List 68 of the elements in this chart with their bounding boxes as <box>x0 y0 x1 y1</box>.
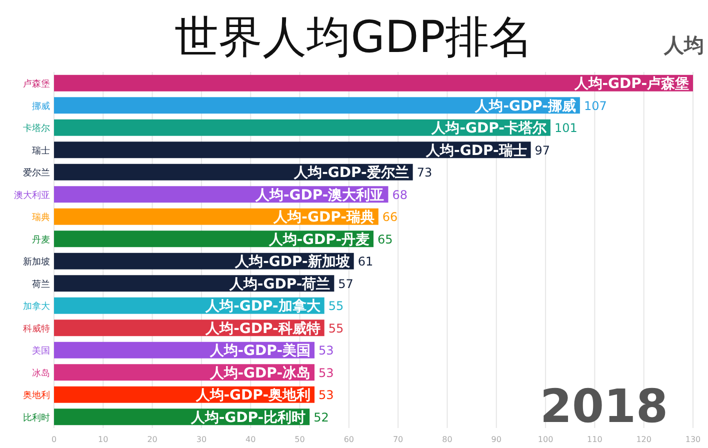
bar <box>54 97 580 114</box>
x-tick-label: 50 <box>294 435 305 444</box>
y-tick-label: 卢森堡 <box>23 78 50 90</box>
y-tick-label: 爱尔兰 <box>23 168 50 179</box>
y-tick-label: 比利时 <box>23 412 50 424</box>
x-tick-label: 90 <box>491 435 502 444</box>
annotation: 人均-GDP-新加坡 <box>234 253 351 270</box>
annotation: 人均-GDP-爱尔兰 <box>293 164 409 182</box>
x-tick-label: 100 <box>538 435 554 444</box>
data-label: 65 <box>378 232 393 246</box>
bar <box>54 119 550 136</box>
data-label: 66 <box>382 210 398 224</box>
y-tick-label: 丹麦 <box>32 234 50 246</box>
x-tick-label: 80 <box>442 435 452 444</box>
data-label: 53 <box>318 344 334 358</box>
y-tick-label: 加拿大 <box>23 301 50 312</box>
annotation: 人均-GDP-澳大利亚 <box>254 187 384 204</box>
y-tick-label: 美国 <box>32 346 50 357</box>
y-tick-label: 挪威 <box>32 100 50 112</box>
data-label: 61 <box>358 254 374 269</box>
annotation: 人均-GDP-比利时 <box>190 410 306 426</box>
y-tick-label: 新加坡 <box>23 256 50 268</box>
data-label: 57 <box>338 276 354 291</box>
annotation: 人均-GDP-荷兰 <box>228 275 330 292</box>
data-label: 53 <box>318 388 334 402</box>
data-label: 97 <box>534 143 550 158</box>
annotation: 人均-GDP-奥地利 <box>194 388 311 404</box>
annotation: 人均-GDP-美国 <box>208 342 311 360</box>
y-tick-label: 澳大利亚 <box>14 190 50 201</box>
y-tick-label: 荷兰 <box>32 278 50 290</box>
data-label: 73 <box>416 166 432 180</box>
data-label: 107 <box>584 98 607 113</box>
annotation: 2018 <box>540 379 668 433</box>
annotation: 人均-GDP-卡塔尔 <box>430 120 548 137</box>
x-tick-label: 20 <box>147 435 158 444</box>
x-tick-label: 10 <box>98 435 108 444</box>
chart-title: 世界人均GDP排名 <box>174 12 534 63</box>
y-tick-label: 瑞典 <box>32 212 50 224</box>
data-label: 55 <box>328 321 344 336</box>
chart-subtitle: 人均 <box>663 33 704 57</box>
annotation: 人均-GDP-冰岛 <box>208 365 311 382</box>
data-label: 53 <box>318 366 334 380</box>
annotation: 人均-GDP-科威特 <box>204 320 320 337</box>
x-tick-label: 60 <box>344 435 354 444</box>
y-tick-label: 卡塔尔 <box>23 123 50 134</box>
annotation: 人均-GDP-卢森堡 <box>573 76 689 92</box>
annotation: 人均-GDP-挪威 <box>474 98 576 114</box>
x-tick-label: 120 <box>636 435 652 444</box>
x-tick-label: 30 <box>196 435 207 444</box>
annotation: 人均-GDP-加拿大 <box>204 298 322 315</box>
annotation: 人均-GDP-丹麦 <box>268 232 370 248</box>
data-label: 52 <box>314 410 329 424</box>
x-tick-label: 110 <box>587 435 602 444</box>
bar <box>54 74 693 92</box>
x-tick-label: 130 <box>685 435 701 444</box>
x-tick-label: 40 <box>246 435 256 444</box>
y-tick-label: 冰岛 <box>32 368 50 379</box>
y-tick-label: 瑞士 <box>32 145 50 156</box>
bar <box>54 142 531 158</box>
x-tick-label: 70 <box>392 435 404 444</box>
annotation: 人均-GDP-瑞典 <box>272 210 374 226</box>
annotation: 人均-GDP-瑞士 <box>425 142 527 159</box>
data-label: 55 <box>328 299 344 314</box>
x-tick-label: 0 <box>51 435 57 444</box>
y-tick-label: 科威特 <box>23 323 50 334</box>
data-label: 68 <box>392 188 408 202</box>
y-tick-label: 奥地利 <box>23 390 50 402</box>
data-label: 101 <box>554 121 578 136</box>
